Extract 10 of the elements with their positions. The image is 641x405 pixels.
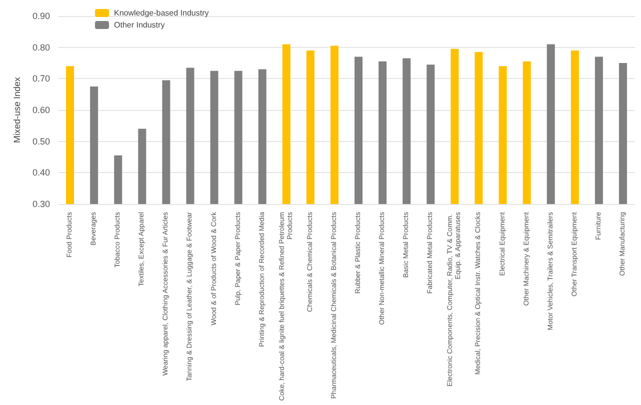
y-tick-label: 0.70 — [32, 74, 50, 84]
legend-label: Other Industry — [114, 20, 165, 30]
y-tick-label: 0.40 — [32, 168, 50, 178]
y-tick-label: 0.80 — [32, 42, 50, 52]
y-axis-title: Mixed-use Index — [12, 76, 22, 144]
y-tick-label: 0.30 — [32, 199, 50, 209]
legend-label: Knowledge-based Industry — [114, 8, 209, 18]
y-tick-label: 0.90 — [32, 11, 50, 21]
y-tick-label: 0.50 — [32, 136, 50, 146]
y-tick-label: 0.60 — [32, 105, 50, 115]
